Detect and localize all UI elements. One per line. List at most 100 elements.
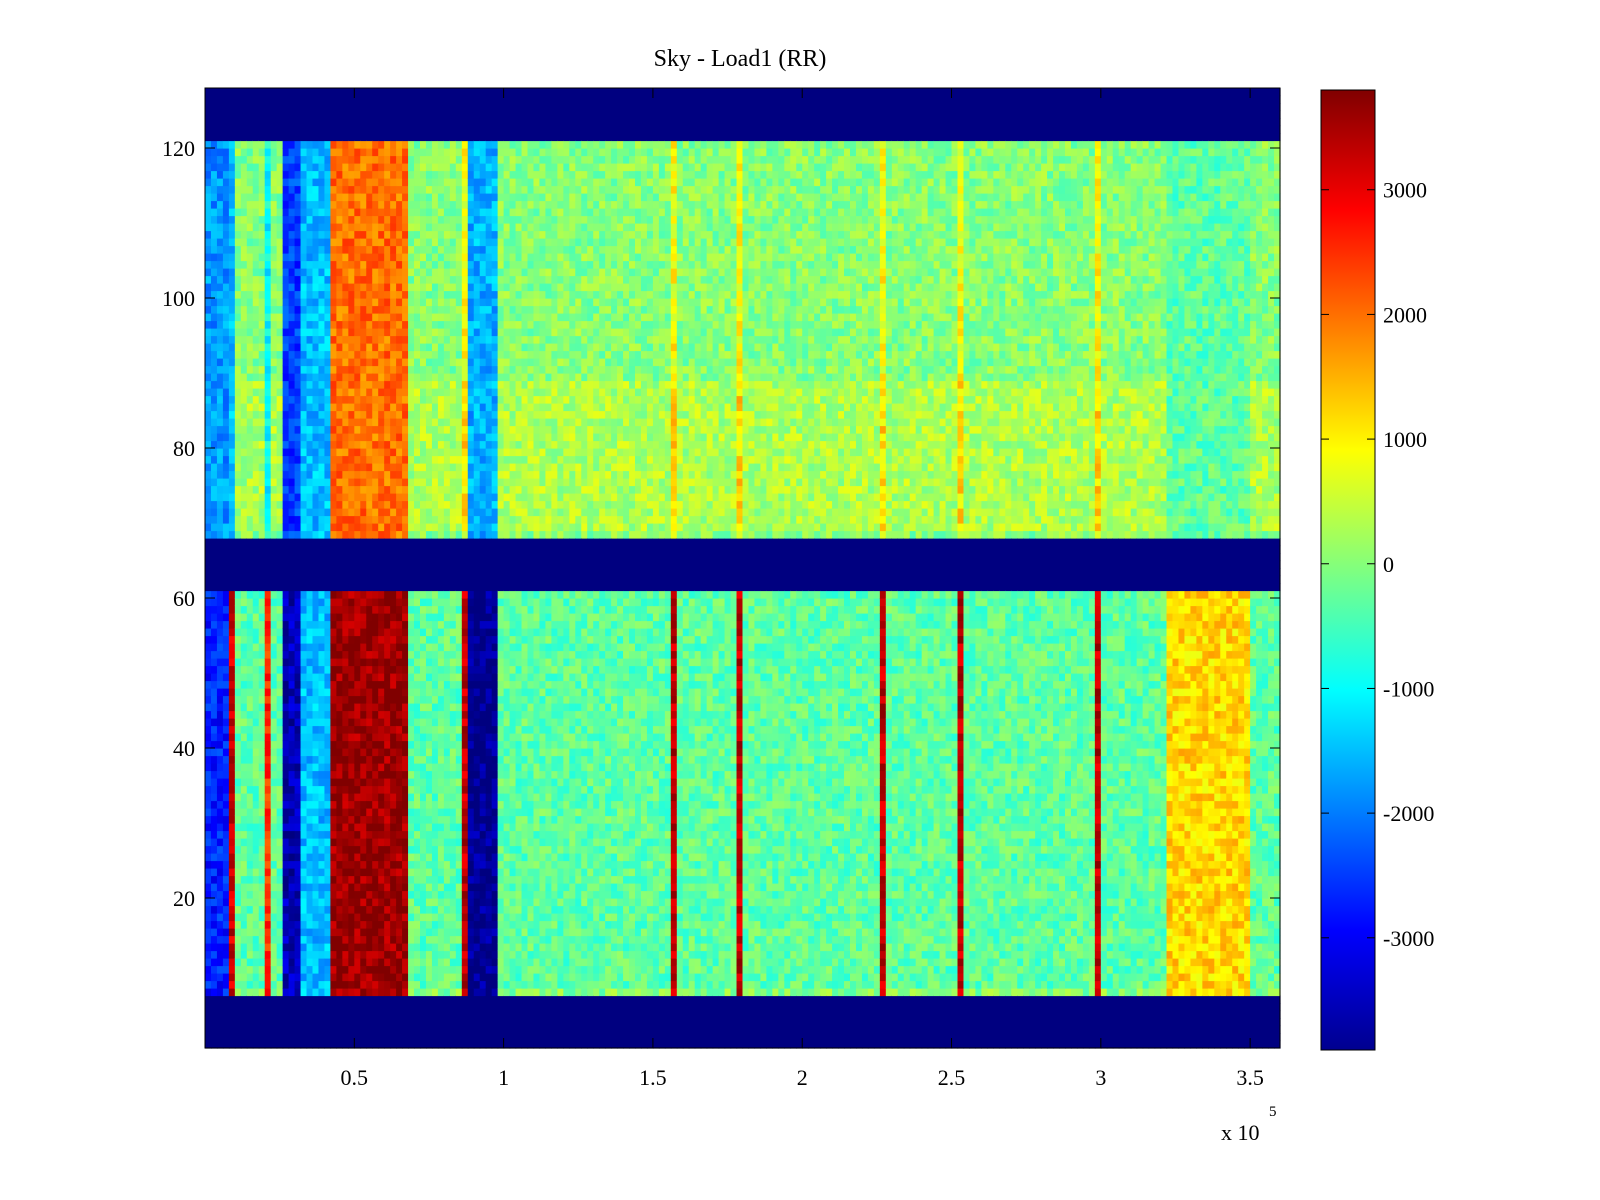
heatmap-cell [229,88,236,96]
heatmap-cell [265,763,272,771]
heatmap-cell [265,966,272,974]
heatmap-cell [223,771,230,779]
heatmap-cell [205,546,212,554]
heatmap-cell [217,426,224,434]
heatmap-cell [229,613,236,621]
heatmap-cell [235,283,242,291]
heatmap-cell [241,921,248,929]
heatmap-cell [247,628,254,636]
heatmap-cell [211,801,218,809]
heatmap-cell [205,523,212,531]
heatmap-cell [211,778,218,786]
heatmap-cell [217,1033,224,1041]
heatmap-cell [217,501,224,509]
heatmap-cell [211,88,218,96]
heatmap-cell [283,816,290,824]
heatmap-cell [217,96,224,104]
heatmap-cell [265,388,272,396]
heatmap-cell [217,921,224,929]
heatmap-cell [223,973,230,981]
heatmap-cell [241,351,248,359]
heatmap-cell [259,171,266,179]
heatmap-cell [271,943,278,951]
heatmap-cell [271,861,278,869]
heatmap-cell [229,508,236,516]
heatmap-cell [223,538,230,546]
heatmap-cell [271,193,278,201]
heatmap-cell [271,186,278,194]
heatmap-cell [235,216,242,224]
heatmap-cell [229,771,236,779]
heatmap-cell [235,553,242,561]
heatmap-cell [241,508,248,516]
heatmap-cell [253,171,260,179]
heatmap-cell [283,906,290,914]
heatmap-cell [211,433,218,441]
heatmap-cell [211,358,218,366]
heatmap-cell [205,868,212,876]
heatmap-cell [277,771,284,779]
heatmap-cell [253,906,260,914]
heatmap-cell [223,328,230,336]
heatmap-cell [235,988,242,996]
heatmap-cell [247,516,254,524]
heatmap-cell [211,493,218,501]
heatmap-cell [229,718,236,726]
heatmap-cell [235,621,242,629]
heatmap-cell [265,546,272,554]
heatmap-cell [223,681,230,689]
heatmap-cell [259,253,266,261]
heatmap-cell [235,651,242,659]
heatmap-cell [223,358,230,366]
heatmap-cell [277,621,284,629]
heatmap-cell [205,238,212,246]
heatmap-cell [277,981,284,989]
heatmap-cell [253,583,260,591]
heatmap-cell [217,763,224,771]
heatmap-cell [265,1018,272,1026]
heatmap-cell [259,88,266,96]
heatmap-cell [253,126,260,134]
heatmap-cell [253,336,260,344]
heatmap-cell [241,156,248,164]
heatmap-cell [205,463,212,471]
heatmap-cell [223,861,230,869]
heatmap-cell [229,471,236,479]
heatmap-cell [271,673,278,681]
heatmap-cell [271,598,278,606]
heatmap-cell [253,291,260,299]
heatmap-cell [283,921,290,929]
heatmap-cell [271,96,278,104]
heatmap-cell [235,141,242,149]
heatmap-cell [259,1033,266,1041]
heatmap-cell [205,763,212,771]
heatmap-cell [271,553,278,561]
heatmap-cell [205,718,212,726]
heatmap-cell [241,223,248,231]
heatmap-cell [205,1041,212,1049]
heatmap-cell [211,148,218,156]
heatmap-cell [205,171,212,179]
heatmap-cell [223,433,230,441]
heatmap-cell [217,808,224,816]
heatmap-cell [211,1041,218,1049]
heatmap-cell [277,591,284,599]
heatmap-cell [265,576,272,584]
heatmap-cell [271,981,278,989]
heatmap-cell [235,1003,242,1011]
heatmap-cell [265,951,272,959]
heatmap-cell [229,486,236,494]
heatmap-cell [241,561,248,569]
heatmap-cell [259,636,266,644]
heatmap-cell [277,718,284,726]
heatmap-cell [223,943,230,951]
heatmap-cell [259,193,266,201]
heatmap-cell [217,1003,224,1011]
heatmap-cell [205,186,212,194]
heatmap-cell [271,576,278,584]
heatmap-cell [277,688,284,696]
heatmap-cell [247,853,254,861]
heatmap-cell [211,238,218,246]
heatmap-cell [235,756,242,764]
heatmap-cell [259,201,266,209]
